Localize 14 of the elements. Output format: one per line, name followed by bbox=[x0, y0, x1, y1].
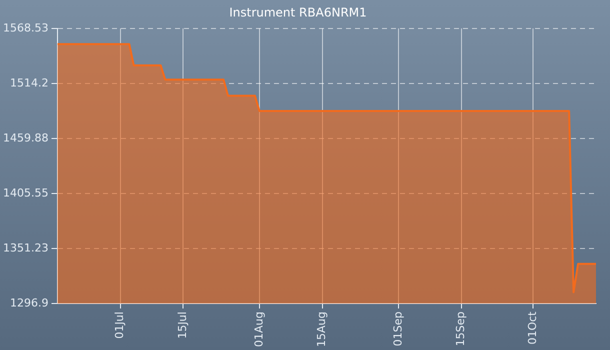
x-tick-label: 01Aug bbox=[252, 312, 266, 348]
x-tick-label: 01Sep bbox=[391, 312, 404, 346]
x-tick-label: 15Sep bbox=[454, 312, 468, 346]
y-tick-label: 1568.53 bbox=[2, 21, 48, 34]
y-tick-label: 1514.2 bbox=[10, 76, 48, 90]
x-tick-label: 15Aug bbox=[315, 312, 328, 348]
y-tick-label: 1351.23 bbox=[2, 241, 48, 254]
x-tick-label: 01Jul bbox=[113, 312, 126, 339]
y-tick-label: 1405.55 bbox=[2, 186, 48, 200]
y-tick-label: 1459.88 bbox=[2, 131, 48, 144]
y-tick-label: 1296.9 bbox=[10, 296, 48, 310]
x-tick-label: 01Oct bbox=[526, 310, 540, 345]
chart-title: Instrument RBA6NRM1 bbox=[229, 5, 367, 20]
x-tick-label: 15Jul bbox=[176, 312, 189, 339]
